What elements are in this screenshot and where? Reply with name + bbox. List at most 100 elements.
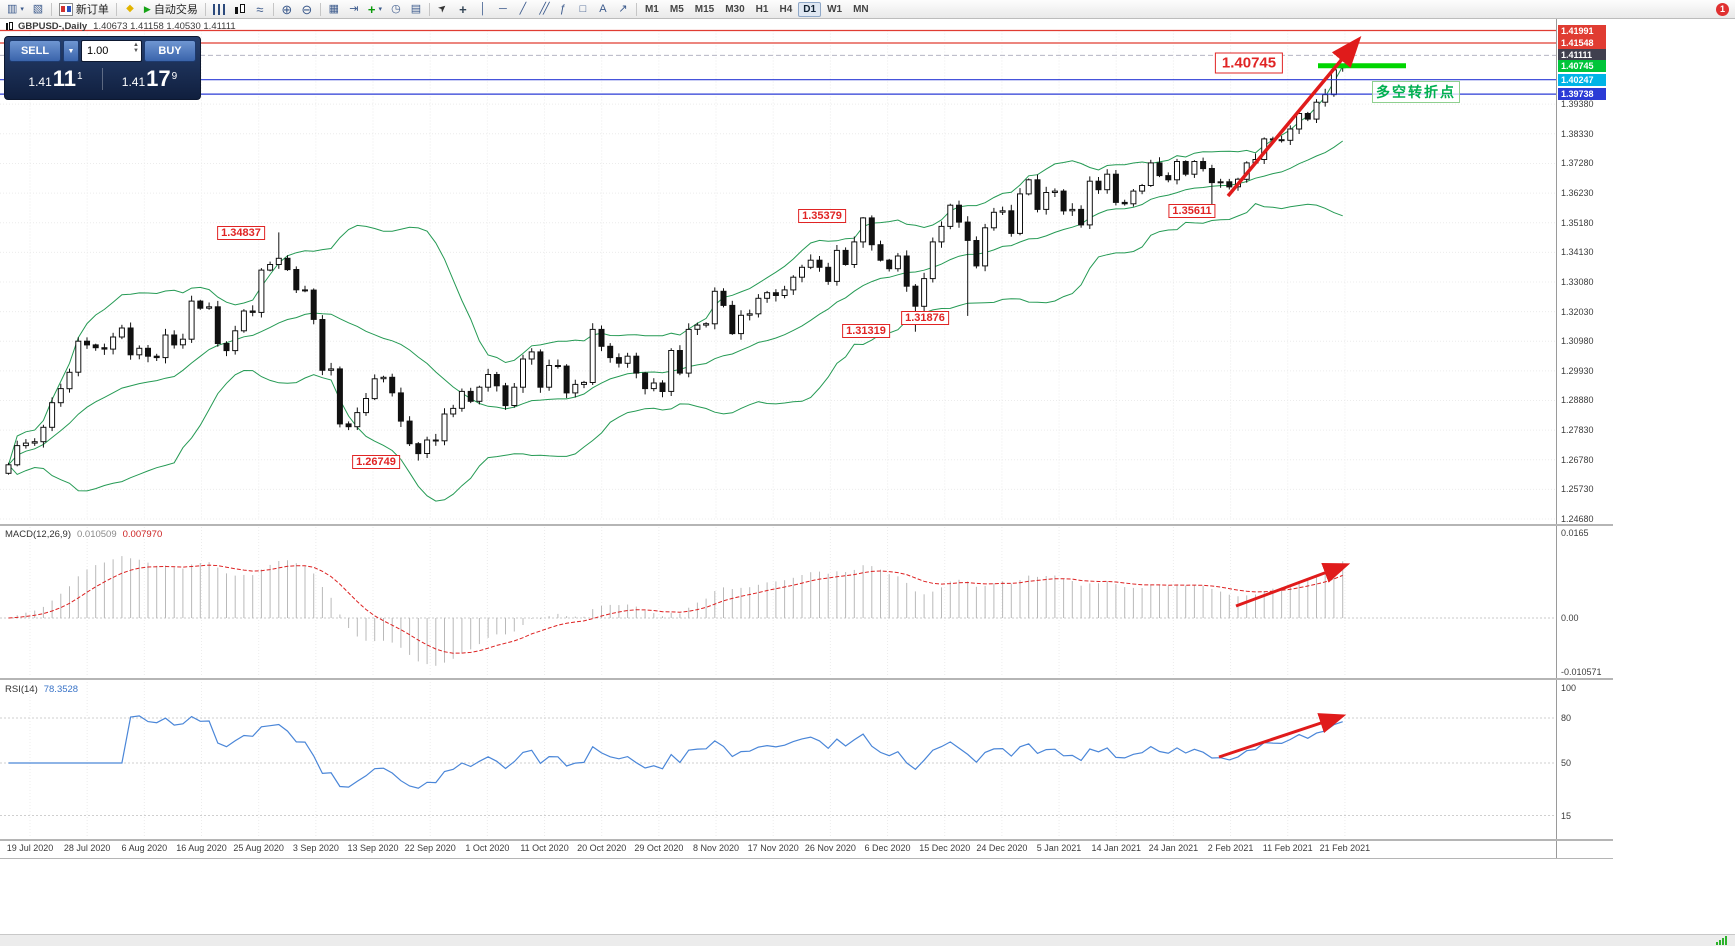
volume-stepper[interactable]: ▲ ▼ [133, 42, 139, 54]
volume-field: ▲▼ [81, 40, 142, 62]
zoom-out-icon[interactable]: ⊖ [297, 1, 317, 18]
sell-button[interactable]: SELL [9, 40, 61, 62]
price-scale-label: 1.33080 [1561, 276, 1594, 287]
rsi-label-row: RSI(14) 78.3528 [5, 684, 78, 695]
cursor-icon[interactable]: ➤ [433, 1, 453, 18]
horizontal-line-icon[interactable]: ─ [493, 1, 513, 18]
volume-input[interactable] [82, 44, 129, 58]
rsi-scale-label: 100 [1561, 683, 1577, 693]
date-axis-label: 21 Feb 2021 [1319, 843, 1371, 853]
periods-icon[interactable]: ◷ [386, 1, 406, 18]
timeframe-h4[interactable]: H4 [774, 2, 797, 17]
panel-separator[interactable] [0, 524, 1613, 526]
timeframe-w1[interactable]: W1 [822, 2, 847, 17]
indicators-icon[interactable]: + ▾ [364, 1, 386, 18]
line-chart-icon[interactable]: ≈ [250, 1, 270, 18]
date-axis-label: 8 Nov 2020 [693, 843, 740, 853]
zoom-in-icon[interactable]: ⊕ [277, 1, 297, 18]
macd-scale-label: -0.010571 [1561, 667, 1602, 678]
timeframe-m30[interactable]: M30 [720, 2, 749, 17]
tile-windows-icon[interactable]: ▦ [324, 1, 344, 18]
volume-dropdown[interactable]: ▼ [63, 40, 79, 62]
date-axis-label: 11 Oct 2020 [520, 843, 569, 853]
main-chart-canvas[interactable] [0, 0, 1556, 860]
date-axis[interactable]: 19 Jul 2020 28 Jul 2020 6 Aug 2020 16 Aug 2… [0, 841, 1556, 857]
toolbar-separator [204, 2, 206, 16]
timeframe-m5[interactable]: M5 [665, 2, 689, 17]
date-axis-label: 22 Sep 2020 [404, 843, 456, 853]
price-scale-label: 1.29930 [1561, 365, 1594, 376]
stepper-up-icon: ▲ [133, 42, 139, 48]
trendline-icon[interactable]: ╱ [513, 1, 533, 18]
new-chart-icon[interactable]: ▥ ▾ [3, 1, 28, 18]
fibonacci-icon[interactable]: ƒ [553, 1, 573, 18]
chart-title: GBPUSD-,Daily 1.40673 1.41158 1.40530 1.… [5, 21, 236, 32]
price-scale-label: 1.36230 [1561, 188, 1594, 199]
crosshair-icon[interactable]: + [453, 1, 473, 18]
price-callout[interactable]: 1.35611 [1168, 204, 1216, 218]
price-scale-label: 1.25730 [1561, 484, 1594, 495]
chart-shift-icon[interactable]: ⇥ [344, 1, 364, 18]
profiles-icon[interactable]: ▧ [28, 1, 48, 18]
autotrading-button[interactable]: ▶ 自动交易 [140, 1, 202, 18]
price-callout[interactable]: 1.31319 [842, 324, 890, 338]
text-icon[interactable]: A [593, 1, 613, 18]
timeframe-m15[interactable]: M15 [690, 2, 719, 17]
candlestick-chart-icon[interactable] [229, 1, 250, 18]
date-axis-label: 15 Dec 2020 [919, 843, 971, 853]
price-callout[interactable]: 1.26749 [352, 455, 400, 469]
price-marker: 1.40247 [1558, 73, 1606, 86]
one-click-trading-panel: SELL ▼ ▲▼ BUY 1.41 11 1 1.41 17 9 [4, 36, 201, 100]
panel-separator[interactable] [0, 678, 1613, 680]
new-order-icon [58, 2, 73, 16]
price-scale-label: 1.39380 [1561, 99, 1594, 110]
ask-quote: 1.41 17 9 [103, 68, 196, 90]
new-order-button[interactable]: 新订单 [55, 1, 113, 18]
price-callout[interactable]: 1.35379 [798, 209, 846, 223]
macd-signal-value: 0.007970 [122, 529, 163, 540]
arrows-icon[interactable]: ↗ [613, 1, 633, 18]
macd-scale-label: 0.0165 [1561, 528, 1589, 538]
notification-badge[interactable]: 1 [1716, 2, 1729, 16]
timeframe-mn[interactable]: MN [848, 2, 874, 17]
date-axis-label: 17 Nov 2020 [747, 843, 799, 853]
bid-prefix: 1.41 [28, 75, 52, 89]
timeframe-m1[interactable]: M1 [640, 2, 664, 17]
price-marker: 1.41111 [1558, 49, 1606, 62]
shapes-icon[interactable]: □ [573, 1, 593, 18]
date-axis-label: 25 Aug 2020 [233, 843, 284, 853]
vertical-line-icon[interactable]: │ [473, 1, 493, 18]
chart-ohlc-values: 1.40673 1.41158 1.40530 1.41111 [93, 21, 236, 32]
date-axis-label: 28 Jul 2020 [63, 843, 111, 853]
chevron-down-icon: ▼ [67, 47, 75, 55]
price-callout[interactable]: 1.34837 [217, 226, 265, 240]
price-scale-label: 1.37280 [1561, 158, 1594, 169]
price-marker: 1.40745 [1558, 59, 1606, 72]
bar-chart-icon[interactable] [209, 1, 229, 18]
chart-bottom-border [0, 858, 1613, 859]
price-scale-label: 1.35180 [1561, 217, 1594, 228]
toolbar-separator [115, 2, 117, 16]
toolbar: ▥ ▾ ▧ 新订单 ◆ ▶ 自动交易 ≈ ⊕ ⊖ ▦ ⇥ + ▾ ◷ ▤ ➤ + │… [0, 0, 1735, 19]
metaeditor-icon[interactable]: ◆ [120, 1, 140, 18]
date-axis-label: 16 Aug 2020 [176, 843, 227, 853]
macd-main-value: 0.010509 [77, 529, 117, 540]
channel-icon[interactable]: ╱╱ [533, 1, 553, 18]
panel-separator[interactable] [0, 839, 1613, 841]
date-axis-label: 2 Feb 2021 [1207, 843, 1254, 853]
price-callout[interactable]: 1.31876 [901, 311, 949, 325]
timeframe-h1[interactable]: H1 [751, 2, 774, 17]
price-scale-label: 1.30980 [1561, 336, 1594, 347]
price-scale-label: 1.24680 [1561, 514, 1594, 524]
key-level-callout[interactable]: 1.40745 [1214, 52, 1284, 74]
toolbar-separator [635, 2, 637, 16]
price-scale[interactable]: 1.39380 1.38330 1.37280 1.36230 1.35180 1.341… [1557, 19, 1614, 858]
connection-status-icon [1716, 936, 1727, 945]
buy-button[interactable]: BUY [144, 40, 196, 62]
rsi-value: 78.3528 [43, 684, 79, 695]
macd-scale-label: 0.00 [1561, 613, 1579, 623]
timeframe-d1[interactable]: D1 [798, 1, 822, 17]
macd-label-row: MACD(12,26,9) 0.010509 0.007970 [5, 529, 162, 540]
templates-icon[interactable]: ▤ [406, 1, 426, 18]
turning-point-note[interactable]: 多空转折点 [1372, 81, 1460, 103]
